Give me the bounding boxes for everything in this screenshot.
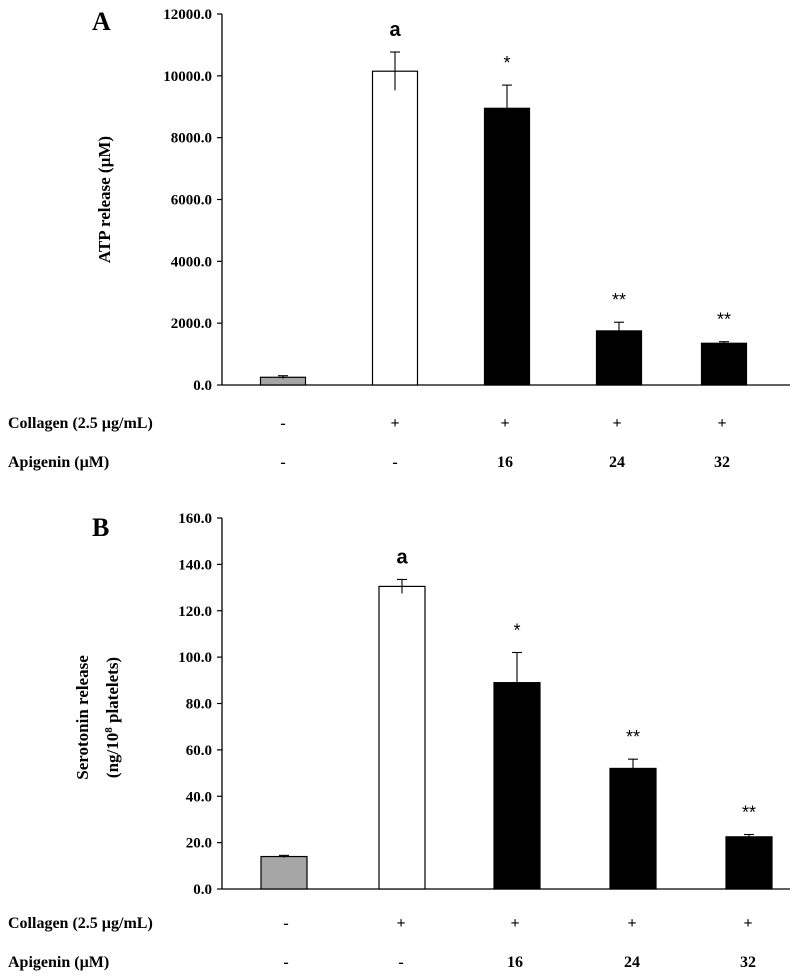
significance-label: a [389, 19, 401, 41]
y-tick-label: 20.0 [186, 836, 212, 852]
y-tick-label: 140.0 [178, 557, 212, 573]
significance-label: ** [626, 727, 640, 747]
y-tick-label: 160.0 [178, 511, 212, 527]
panel-letter: B [92, 513, 109, 542]
apigenin-value: - [280, 454, 285, 471]
bar [371, 70, 419, 386]
y-tick-label: 60.0 [186, 743, 212, 759]
apigenin-value: - [398, 954, 403, 971]
collagen-value: - [283, 915, 288, 932]
apigenin-value: 32 [714, 454, 730, 471]
apigenin-value: 16 [497, 454, 513, 471]
y-tick-label: 12000.0 [163, 7, 212, 23]
significance-label: a [396, 546, 408, 568]
apigenin-value: - [283, 954, 288, 971]
collagen-value: + [743, 915, 752, 932]
y-tick-label: 0.0 [193, 378, 212, 394]
significance-label: ** [717, 310, 731, 330]
y-tick-label: 0.0 [193, 882, 212, 898]
bar [483, 107, 531, 386]
collagen-value: + [612, 415, 621, 432]
bar [700, 342, 748, 386]
collagen-value: + [390, 415, 399, 432]
chart-panel-a: A 0.0 2000.0 4000.0 6000.0 8000.0 10000.0 12000… [8, 7, 790, 471]
y-tick-label: 80.0 [186, 697, 212, 713]
bar [609, 767, 657, 890]
panel-letter: A [92, 7, 111, 36]
chart-panel-b: B 0.0 20.0 40.0 60.0 80.0 100.0 120.0 140.0 160.0… [8, 511, 790, 971]
collagen-value: - [280, 415, 285, 432]
apigenin-row-label: Apigenin (µM) [8, 954, 109, 971]
apigenin-row-label: Apigenin (µM) [8, 454, 109, 471]
collagen-row-label: Collagen (2.5 µg/mL) [8, 415, 153, 432]
collagen-value: + [396, 915, 405, 932]
collagen-value: + [627, 915, 636, 932]
apigenin-value: 24 [624, 954, 640, 971]
y-tick-label: 4000.0 [171, 254, 212, 270]
collagen-value: + [500, 415, 509, 432]
collagen-value: + [717, 415, 726, 432]
apigenin-value: 24 [609, 454, 625, 471]
significance-label: ** [612, 290, 626, 310]
significance-label: * [503, 53, 510, 73]
collagen-value: + [510, 915, 519, 932]
bar [493, 682, 541, 890]
y-axis-label: ATP release (µM) [95, 136, 114, 263]
y-tick-label: 100.0 [178, 650, 212, 666]
y-tick-label: 2000.0 [171, 316, 212, 332]
y-tick-label: 10000.0 [163, 69, 212, 85]
y-tick-label: 8000.0 [171, 131, 212, 147]
y-axis-label-suffix: platelets) [103, 657, 122, 727]
y-axis-label-line2: (ng/108 platelets) [103, 657, 122, 778]
significance-label: * [513, 620, 520, 640]
bar [595, 330, 643, 386]
apigenin-value: 32 [740, 954, 756, 971]
bar [378, 585, 426, 890]
bar [260, 855, 308, 890]
y-axis-label-sup: 8 [103, 727, 115, 733]
apigenin-value: 16 [507, 954, 523, 971]
y-tick-label: 6000.0 [171, 193, 212, 209]
apigenin-value: - [392, 454, 397, 471]
y-axis-label: Serotonin release [73, 655, 92, 780]
bar [725, 836, 773, 890]
collagen-row-label: Collagen (2.5 µg/mL) [8, 915, 153, 932]
significance-label: ** [742, 803, 756, 823]
y-axis-label-prefix: (ng/10 [103, 733, 122, 778]
y-tick-label: 40.0 [186, 789, 212, 805]
y-tick-label: 120.0 [178, 604, 212, 620]
